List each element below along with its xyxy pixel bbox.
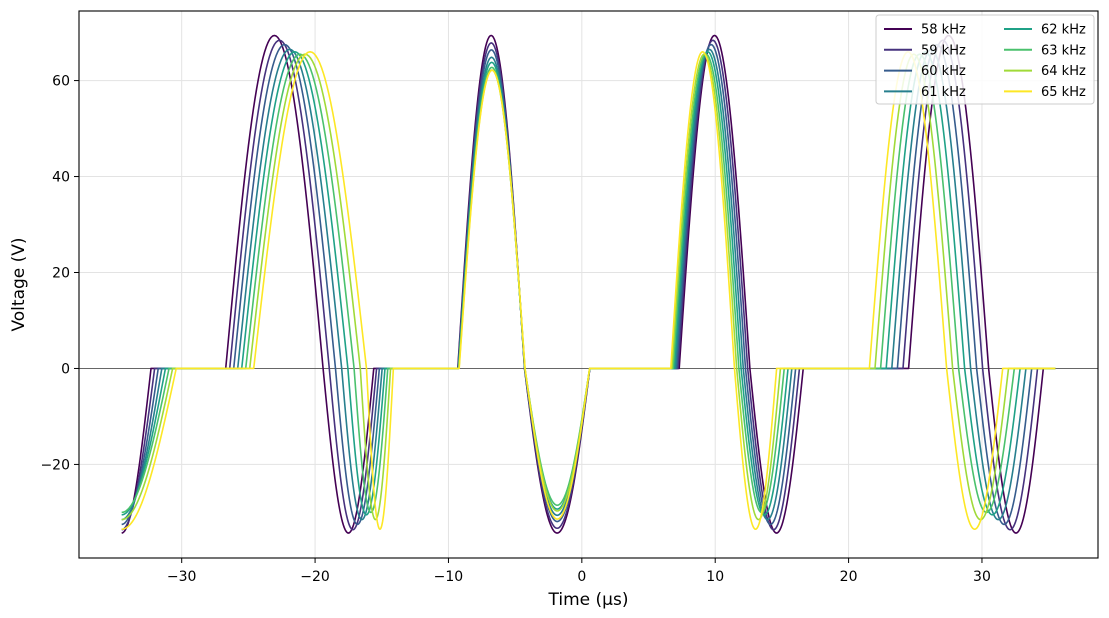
y-tick-label: 20: [52, 266, 70, 282]
x-tick-label: 0: [577, 569, 586, 585]
x-tick-label: −30: [167, 569, 197, 585]
legend-frame: [875, 14, 1095, 105]
x-tick-label: 30: [973, 569, 991, 585]
x-tick-label: 20: [840, 569, 858, 585]
y-tick-label: 60: [52, 74, 70, 90]
x-tick-label: 10: [706, 569, 724, 585]
legend-label: 60 kHz: [921, 64, 966, 79]
y-tick-label: −20: [40, 457, 70, 473]
legend-label: 59 kHz: [921, 43, 966, 58]
legend-label: 58 kHz: [921, 23, 966, 38]
y-axis-label: Voltage (V): [9, 237, 29, 331]
legend: 58 kHz 59 kHz 60 kHz 61 kHz 62 kHz 63 kHz 64 k…: [875, 14, 1095, 105]
legend-label: 62 kHz: [1041, 23, 1086, 38]
x-axis-label: Time (µs): [548, 590, 629, 610]
plot-frame: [78, 10, 1099, 559]
legend-label: 63 kHz: [1041, 43, 1086, 58]
y-tick-label: 40: [52, 170, 70, 186]
x-tick-label: −20: [300, 569, 330, 585]
x-tick-label: −10: [434, 569, 464, 585]
x-axis: −30 −20 −10 0 10 20 30: [167, 558, 991, 585]
legend-label: 65 kHz: [1041, 85, 1086, 100]
y-axis: −20 0 20 40 60: [40, 74, 79, 473]
y-tick-label: 0: [61, 361, 70, 377]
legend-label: 61 kHz: [921, 85, 966, 100]
legend-label: 64 kHz: [1041, 64, 1086, 79]
